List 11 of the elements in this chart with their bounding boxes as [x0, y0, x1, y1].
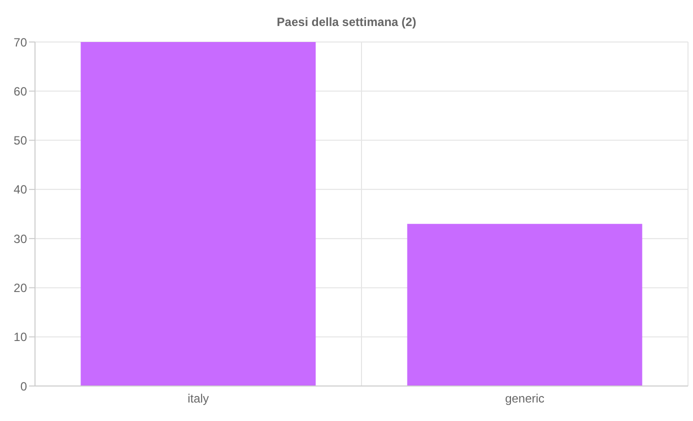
y-tick-label: 70: [14, 35, 28, 50]
y-tick-label: 40: [14, 182, 28, 197]
y-tick-label: 60: [14, 84, 28, 98]
y-tick-label: 20: [14, 280, 28, 295]
y-tick-label: 30: [14, 232, 28, 246]
x-tick-label: italy: [188, 392, 209, 406]
x-tick-label: generic: [505, 392, 544, 406]
y-tick-label: 10: [14, 330, 28, 344]
y-tick-label: 0: [20, 379, 28, 394]
y-tick-label: 50: [14, 134, 28, 148]
chart-title: Paesi della settimana (2): [276, 15, 418, 29]
